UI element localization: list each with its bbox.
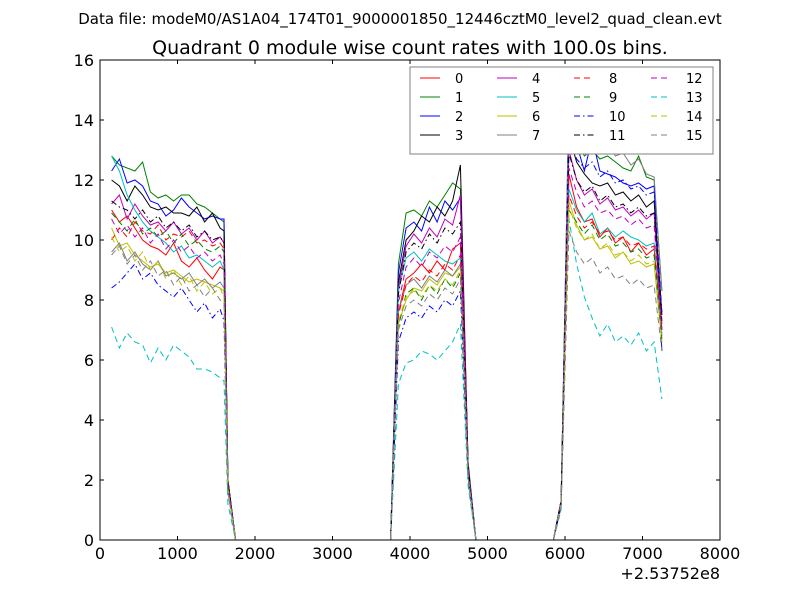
- legend-label-10: 10: [609, 110, 626, 125]
- x-axis: 0 1000 2000 3000 4000 5000 6000 7000 8000: [95, 60, 740, 563]
- y-tick-label: 16: [74, 51, 94, 70]
- legend-label-15: 15: [686, 129, 703, 144]
- series-line-15-part-3: [552, 230, 663, 541]
- legend-label-12: 12: [686, 72, 703, 87]
- legend-label-13: 13: [686, 91, 703, 106]
- series-line-7-part-3: [552, 101, 663, 541]
- series-line-6-part-1: [111, 227, 237, 541]
- series-line-3-part-3: [552, 134, 663, 541]
- series-line-2-part-1: [111, 157, 237, 541]
- legend-label-14: 14: [686, 110, 703, 125]
- series-line-4-part-1: [111, 194, 237, 541]
- series-line-9-part-1: [111, 212, 237, 541]
- series-line-12-part-1: [111, 218, 237, 541]
- legend-label-4: 4: [532, 72, 540, 87]
- y-tick-label: 8: [84, 291, 94, 310]
- series-line-5-part-1: [111, 155, 237, 541]
- series-line-3-part-1: [111, 179, 237, 541]
- series-line-11-part-1: [111, 200, 237, 541]
- series-line-1-part-3: [552, 98, 663, 541]
- legend-label-7: 7: [532, 129, 540, 144]
- legend-label-8: 8: [609, 72, 617, 87]
- x-tick-label: 4000: [390, 544, 431, 563]
- y-tick-label: 14: [74, 111, 94, 130]
- x-tick-label: 3000: [312, 544, 353, 563]
- x-tick-label: 7000: [622, 544, 663, 563]
- y-tick-label: 10: [74, 231, 94, 250]
- series-line-15-part-2: [390, 277, 477, 541]
- series-line-8-part-2: [390, 253, 477, 541]
- y-tick-label: 4: [84, 411, 94, 430]
- series-line-9-part-3: [552, 208, 663, 541]
- x-tick-label: 6000: [545, 544, 586, 563]
- x-tick-label: 1000: [157, 544, 198, 563]
- x-tick-label: 0: [95, 544, 105, 563]
- series-line-0-part-3: [552, 173, 663, 541]
- series-line-4-part-3: [552, 149, 663, 541]
- series-line-15-part-1: [111, 245, 237, 541]
- series-line-8-part-3: [552, 194, 663, 541]
- series-line-4-part-2: [390, 194, 477, 541]
- series-line-8-part-1: [111, 221, 237, 541]
- x-offset-label: +2.53752e8: [620, 564, 720, 583]
- legend-label-0: 0: [455, 72, 463, 87]
- legend-label-2: 2: [455, 110, 463, 125]
- y-tick-label: 6: [84, 351, 94, 370]
- series-line-14-part-3: [552, 206, 663, 541]
- legend-label-1: 1: [455, 91, 463, 106]
- legend-label-5: 5: [532, 91, 540, 106]
- legend-label-9: 9: [609, 91, 617, 106]
- series-line-12-part-2: [390, 235, 477, 541]
- series-line-13-part-1: [111, 326, 237, 541]
- legend-label-3: 3: [455, 129, 463, 144]
- series-lines: [111, 98, 663, 541]
- chart-suptitle: Data file: modeM0/AS1A04_174T01_90000018…: [78, 10, 722, 29]
- chart-title: Quadrant 0 module wise count rates with …: [152, 37, 668, 59]
- x-tick-label: 5000: [467, 544, 508, 563]
- series-line-7-part-1: [111, 242, 237, 541]
- legend-label-6: 6: [532, 110, 540, 125]
- series-line-12-part-3: [552, 167, 663, 541]
- y-tick-label: 12: [74, 171, 94, 190]
- series-line-11-part-3: [552, 152, 663, 541]
- series-line-0-part-1: [111, 209, 237, 541]
- series-line-10-part-1: [111, 263, 237, 541]
- series-line-6-part-3: [552, 200, 663, 541]
- y-tick-label: 2: [84, 471, 94, 490]
- legend-box: [409, 66, 714, 155]
- series-line-3-part-2: [390, 164, 477, 541]
- series-line-14-part-1: [111, 236, 237, 541]
- series-line-5-part-3: [552, 188, 663, 541]
- series-line-13-part-2: [390, 323, 477, 541]
- y-tick-label: 0: [84, 531, 94, 550]
- legend-label-11: 11: [609, 129, 626, 144]
- x-tick-label: 2000: [235, 544, 276, 563]
- x-tick-label: 8000: [700, 544, 741, 563]
